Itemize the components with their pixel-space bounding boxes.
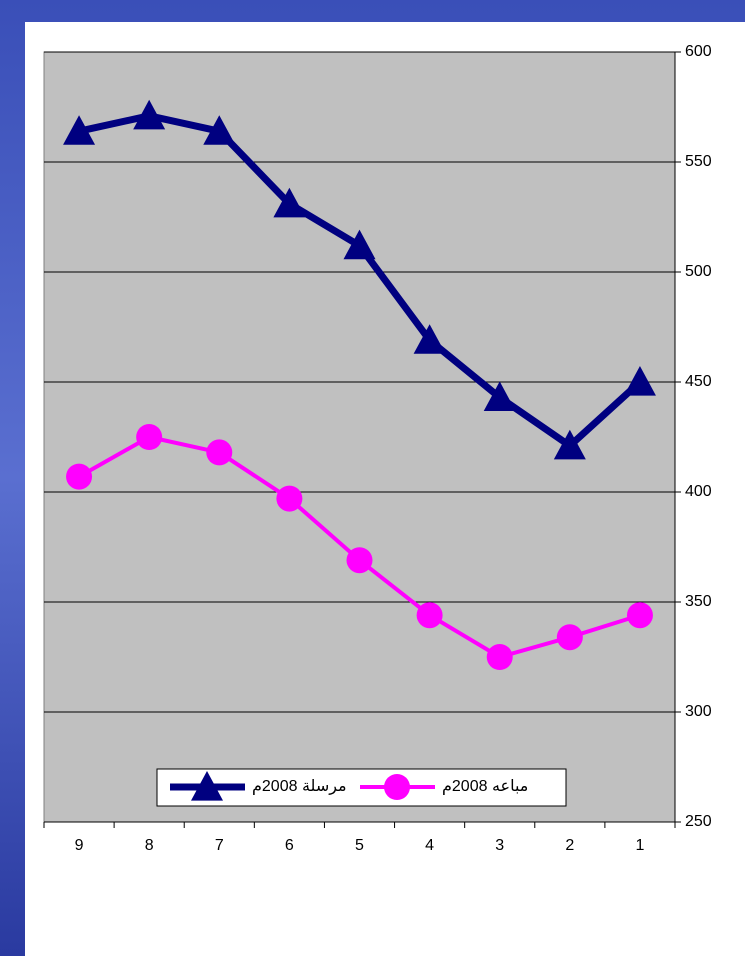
y-tick-label: 600 [685, 43, 712, 60]
x-tick-label: 9 [75, 837, 84, 854]
data-point [626, 602, 653, 629]
x-tick-label: 4 [425, 837, 434, 854]
x-tick-label: 7 [215, 837, 224, 854]
y-tick-label: 350 [685, 593, 712, 610]
data-point [486, 644, 513, 670]
legend: مرسلة 2008م مباعه 2008م [156, 768, 567, 807]
x-tick-label: 2 [565, 837, 574, 854]
data-point [136, 424, 163, 450]
y-tick-label: 500 [685, 263, 712, 280]
data-point [556, 624, 583, 651]
y-tick-label: 300 [685, 703, 712, 720]
y-tick-label: 450 [685, 373, 712, 390]
data-point [413, 324, 446, 354]
data-point [483, 381, 516, 411]
x-tick-label: 6 [285, 837, 294, 854]
data-point [203, 115, 236, 145]
data-point [346, 547, 373, 574]
data-point [623, 366, 656, 396]
legend-label: مباعه 2008م [442, 778, 528, 795]
data-point [343, 229, 376, 260]
legend-label: مرسلة 2008م [252, 778, 347, 796]
data-point [416, 602, 443, 629]
data-point [553, 429, 586, 460]
data-point [66, 463, 93, 490]
data-point [276, 485, 303, 512]
y-tick-label: 400 [685, 483, 712, 500]
data-point [63, 115, 96, 145]
data-point [273, 187, 306, 218]
x-tick-label: 5 [355, 837, 364, 854]
y-tick-label: 550 [685, 153, 712, 170]
x-tick-label: 8 [145, 837, 154, 854]
y-tick-label: 250 [685, 813, 712, 830]
legend-marker [384, 774, 410, 800]
data-point [133, 99, 166, 130]
data-point [206, 439, 233, 466]
x-tick-label: 3 [495, 837, 504, 854]
x-tick-label: 1 [635, 837, 644, 854]
legend-marker [191, 771, 223, 801]
